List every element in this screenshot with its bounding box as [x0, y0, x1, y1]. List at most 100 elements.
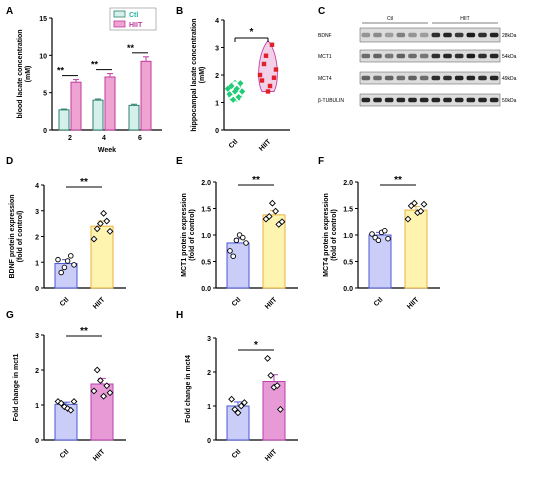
- x-tick-label: Ctl: [231, 448, 243, 460]
- data-point: [410, 199, 418, 207]
- blot-band: [396, 53, 406, 59]
- blot-band: [466, 75, 476, 81]
- blot-size-label: 54kDa: [502, 54, 517, 60]
- significance-label: *: [250, 27, 254, 38]
- blot-band: [384, 32, 394, 38]
- blot-size-label: 49kDa: [502, 76, 517, 82]
- y-axis-label: MCT4 protein expression(fold of control): [323, 193, 338, 277]
- y-axis-label: Fold change in mct1: [13, 354, 20, 422]
- y-axis-label-line: BDNF protein expression: [9, 194, 16, 278]
- blot-band: [373, 97, 382, 103]
- bar-hiit: [140, 60, 152, 131]
- legend-label-ctl: Ctl: [129, 12, 138, 19]
- blot-strip: [359, 49, 501, 63]
- data-point: [404, 215, 412, 223]
- y-tick-label: 1.0: [201, 233, 211, 240]
- blot-band: [384, 97, 394, 103]
- bar-hiit: [90, 225, 114, 289]
- x-axis-label: Week: [98, 147, 116, 154]
- bar-hiit: [104, 76, 116, 131]
- bar-hiit: [262, 214, 286, 289]
- x-tick-label: Ctl: [373, 296, 385, 308]
- x-tick-label: HIIT: [406, 296, 421, 311]
- significance-label: *: [254, 340, 258, 351]
- blot-band: [373, 32, 382, 38]
- x-tick-label: HIIT: [92, 296, 107, 311]
- data-point-hiit: [265, 89, 271, 94]
- data-point: [273, 382, 281, 390]
- data-point: [420, 200, 428, 208]
- blot-band: [489, 97, 499, 103]
- data-point: [231, 405, 239, 413]
- x-tick-label: HIIT: [258, 138, 273, 153]
- y-axis-label-line: hippocampal lacate concentration: [191, 18, 198, 131]
- data-point: [417, 207, 425, 215]
- y-tick-label: 10: [39, 53, 47, 60]
- data-point: [58, 269, 64, 276]
- data-point-ctl: [224, 85, 231, 92]
- blot-band: [454, 97, 464, 103]
- significance-label: **: [394, 175, 402, 186]
- y-axis-label-line: blood lacate concentration: [17, 29, 24, 118]
- y-axis-label: hippocampal lacate concentration(mM): [191, 18, 206, 131]
- panel-label: B: [176, 6, 183, 17]
- x-tick-label: HIIT: [264, 296, 279, 311]
- x-tick-label: Ctl: [228, 138, 240, 150]
- blot-strip: [359, 93, 501, 107]
- blot-band: [396, 32, 406, 38]
- blot-band: [396, 75, 406, 81]
- data-point: [267, 371, 275, 379]
- data-point: [96, 220, 104, 228]
- data-point-ctl: [233, 85, 240, 92]
- blot-band: [408, 75, 417, 81]
- data-point: [103, 217, 111, 225]
- blot-band: [489, 32, 499, 38]
- y-tick-label: 1.5: [343, 207, 353, 214]
- y-axis-label-line: MCT4 protein expression: [323, 193, 330, 277]
- data-point: [71, 262, 77, 268]
- data-point-ctl: [237, 80, 244, 87]
- data-point: [90, 387, 98, 395]
- blot-band: [478, 53, 487, 59]
- legend-swatch-ctl: [113, 10, 126, 18]
- panel-label: A: [6, 6, 13, 17]
- y-tick-label: 0: [35, 438, 39, 445]
- data-point: [68, 253, 74, 259]
- y-tick-label: 0.5: [201, 260, 211, 267]
- blot-row-label: MCT1: [318, 54, 332, 60]
- data-point: [268, 199, 276, 207]
- data-point: [103, 382, 111, 390]
- significance-label: **: [127, 43, 135, 53]
- blot-band: [478, 97, 487, 103]
- y-axis-label: MCT1 protein expression(fold of control): [181, 193, 196, 277]
- blot-band: [373, 75, 382, 81]
- y-tick-label: 1.0: [343, 233, 353, 240]
- y-tick-label: 0: [215, 128, 219, 135]
- data-point-hiit: [261, 61, 267, 67]
- y-tick-label: 0: [43, 128, 47, 135]
- blot-band: [454, 32, 464, 38]
- blot-band: [361, 75, 371, 81]
- data-point: [64, 258, 71, 264]
- data-point: [106, 389, 114, 397]
- panel-h: 0 1 2 3 Fold change in mct4 Ctl HIIT *: [185, 336, 298, 463]
- y-tick-label: 2: [35, 235, 39, 242]
- y-tick-label: 0: [35, 286, 39, 293]
- data-point: [233, 237, 240, 244]
- blot-band: [478, 32, 487, 38]
- blot-band: [419, 97, 429, 103]
- panel-a: 0 5 10 15 blood lacate concentration(mM) 2 ** 4…: [17, 7, 162, 154]
- blot-band: [408, 32, 417, 38]
- x-tick-label: Ctl: [231, 296, 243, 308]
- data-point: [96, 377, 104, 384]
- data-point-hiit: [257, 72, 263, 78]
- panel-label: E: [176, 156, 183, 167]
- data-point-hiit: [259, 78, 265, 83]
- x-tick-label: HIIT: [264, 448, 279, 463]
- blot-band: [408, 53, 417, 59]
- blot-row-label: BDNF: [318, 33, 332, 39]
- data-point: [237, 402, 245, 410]
- data-point: [93, 225, 101, 233]
- blot-band: [396, 97, 406, 103]
- panel-label: D: [6, 156, 13, 167]
